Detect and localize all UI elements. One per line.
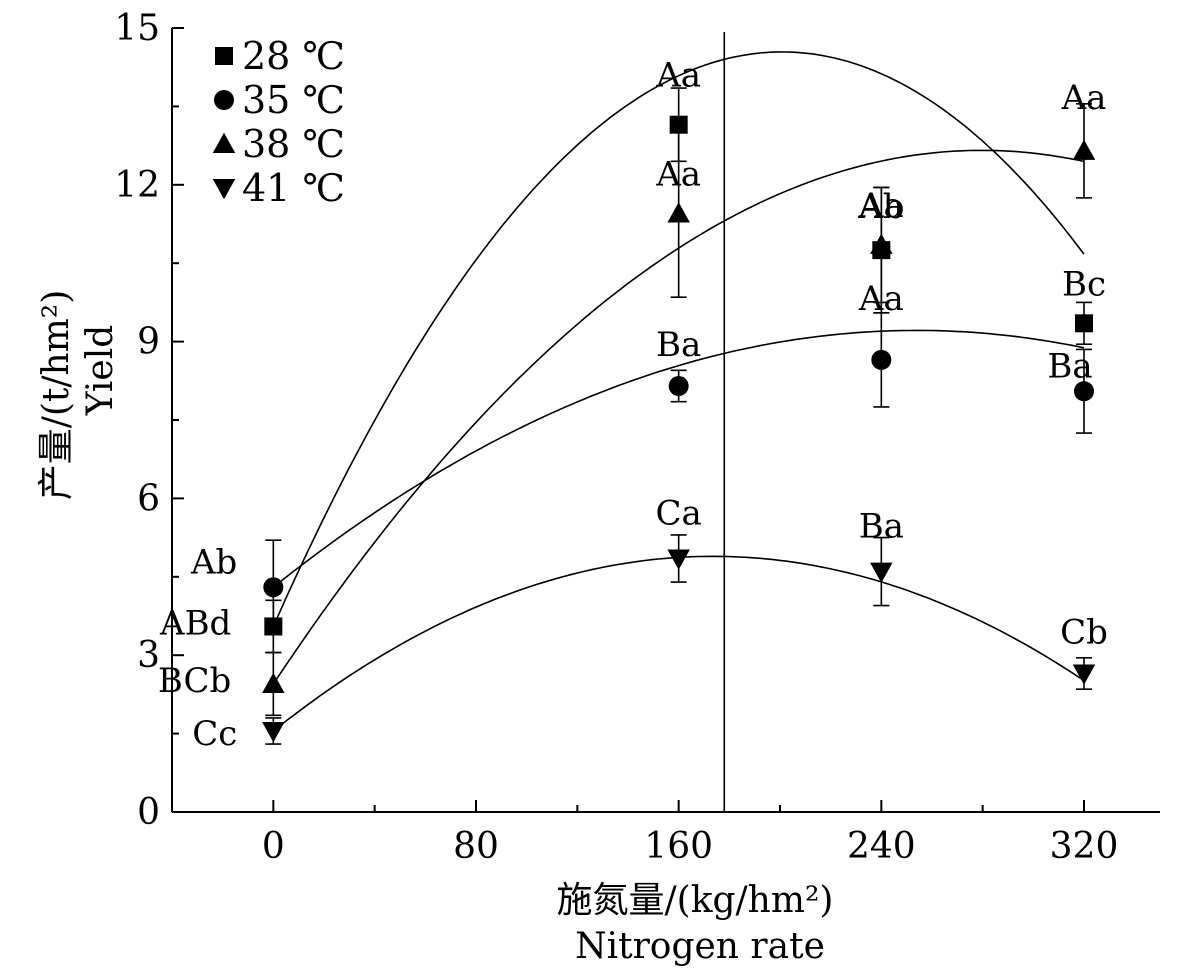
legend-label: 35 ℃ — [242, 78, 345, 122]
significance-label: Ca — [656, 494, 702, 534]
y-tick-label: 9 — [137, 322, 160, 363]
y-axis-title: 产量/(t/hm²) — [36, 290, 77, 501]
significance-label: Cb — [1060, 612, 1108, 652]
x-tick-label: 80 — [453, 826, 499, 867]
data-point — [1073, 140, 1096, 160]
data-point — [262, 722, 285, 742]
x-tick-label: 320 — [1050, 826, 1119, 867]
significance-label: Aa — [1061, 78, 1107, 118]
data-point — [670, 116, 688, 134]
data-markers — [262, 116, 1095, 743]
legend-marker — [213, 179, 236, 199]
y-tick-label: 3 — [137, 635, 160, 676]
significance-label: Ba — [1047, 346, 1092, 386]
legend-label: 38 ℃ — [242, 122, 345, 166]
x-axis-title-en: Nitrogen rate — [575, 926, 825, 967]
legend-marker — [213, 133, 236, 153]
data-point — [1075, 314, 1093, 332]
legend-marker — [215, 47, 233, 65]
data-point — [871, 350, 891, 370]
data-point — [264, 617, 282, 635]
legend-marker — [214, 90, 234, 110]
x-tick-label: 0 — [262, 826, 285, 867]
significance-label: Aa — [655, 155, 701, 195]
y-tick-label: 15 — [114, 8, 160, 49]
legend-label: 41 ℃ — [242, 166, 345, 210]
data-point — [669, 376, 689, 396]
data-point — [263, 577, 283, 597]
legend: 28 ℃35 ℃38 ℃41 ℃ — [213, 34, 345, 210]
data-point — [667, 202, 690, 222]
significance-label: Aa — [655, 56, 701, 96]
y-axis-title-en: Yield — [80, 325, 121, 417]
x-axis-title: 施氮量/(kg/hm²) — [557, 880, 834, 921]
y-tick-label: 12 — [114, 165, 160, 206]
significance-label: Ab — [190, 542, 237, 582]
significance-label: Bc — [1062, 264, 1106, 304]
x-tick-label: 240 — [847, 826, 916, 867]
data-point — [262, 673, 285, 693]
x-tick-label: 160 — [644, 826, 713, 867]
significance-label: Cc — [192, 714, 237, 754]
legend-label: 28 ℃ — [242, 34, 345, 78]
significance-label: Ba — [656, 325, 701, 365]
significance-label: Aa — [858, 186, 904, 226]
significance-label: ABd — [159, 603, 231, 643]
significance-label: Aa — [858, 279, 904, 319]
y-tick-label: 0 — [137, 792, 160, 833]
significance-label: BCb — [158, 661, 231, 701]
significance-label: Ba — [859, 507, 904, 547]
y-tick-label: 6 — [137, 478, 160, 519]
data-point — [667, 550, 690, 570]
